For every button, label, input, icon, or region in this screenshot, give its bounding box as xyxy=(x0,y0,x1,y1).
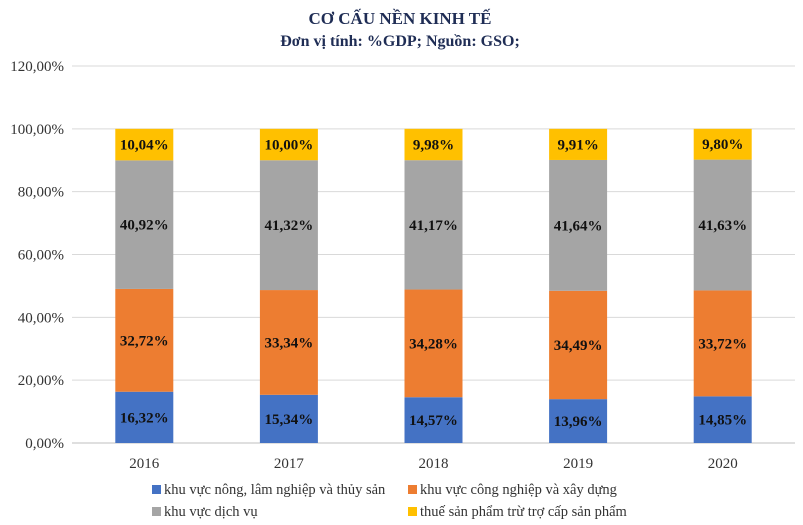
legend-label: thuế sản phẩm trừ trợ cấp sản phẩm xyxy=(420,504,628,520)
y-tick-label: 0,00% xyxy=(25,436,64,452)
data-label: 10,04% xyxy=(120,138,169,154)
data-label: 41,17% xyxy=(409,218,458,234)
legend-swatch xyxy=(152,507,161,516)
bar-segment xyxy=(404,128,463,161)
bar-segment xyxy=(549,159,608,291)
legend-label: khu vực công nghiệp và xây dựng xyxy=(420,482,617,498)
bar-segment xyxy=(549,290,608,400)
x-tick-label: 2018 xyxy=(419,456,449,472)
x-tick-label: 2020 xyxy=(708,456,738,472)
bar-segment xyxy=(259,160,318,291)
bar-segment xyxy=(404,160,463,290)
y-tick-label: 100,00% xyxy=(10,122,64,138)
legend-label: khu vực dịch vụ xyxy=(164,504,258,520)
bar-segment xyxy=(693,396,752,443)
x-tick-label: 2016 xyxy=(129,456,160,472)
bar-segment xyxy=(549,399,608,443)
data-label: 9,91% xyxy=(557,137,598,153)
y-tick-label: 80,00% xyxy=(18,185,64,201)
bar-segment xyxy=(259,128,318,161)
data-label: 41,64% xyxy=(554,218,603,234)
y-tick-label: 20,00% xyxy=(18,373,64,389)
legend-swatch xyxy=(408,485,417,494)
bar-segment xyxy=(549,128,608,160)
bar-segment xyxy=(115,288,174,392)
y-tick-label: 60,00% xyxy=(18,248,64,264)
legend-label: khu vực nông, lâm nghiệp và thủy sản xyxy=(164,482,386,498)
bar-segment xyxy=(404,289,463,398)
data-label: 16,32% xyxy=(120,410,169,426)
data-label: 34,49% xyxy=(554,338,603,354)
data-label: 10,00% xyxy=(265,138,314,154)
legend-swatch xyxy=(408,507,417,516)
chart-title: CƠ CẤU NỀN KINH TẾ xyxy=(309,9,492,28)
x-tick-label: 2017 xyxy=(274,456,305,472)
bar-segment xyxy=(259,394,318,443)
data-label: 9,80% xyxy=(702,137,743,153)
bar-segment xyxy=(693,290,752,397)
data-label: 32,72% xyxy=(120,333,169,349)
data-label: 14,57% xyxy=(409,413,458,429)
data-label: 33,72% xyxy=(698,336,747,352)
legend: khu vực nông, lâm nghiệp và thủy sản khu … xyxy=(152,482,628,520)
data-label: 41,63% xyxy=(698,218,747,234)
legend-swatch xyxy=(152,485,161,494)
bar-segment xyxy=(693,128,752,160)
x-axis-ticks: 2016 2017 2018 2019 2020 xyxy=(129,456,737,472)
data-label: 33,34% xyxy=(265,335,314,351)
data-label: 40,92% xyxy=(120,218,169,234)
data-label: 34,28% xyxy=(409,336,458,352)
x-tick-label: 2019 xyxy=(563,456,593,472)
y-tick-label: 40,00% xyxy=(18,310,64,326)
y-tick-label: 120,00% xyxy=(10,59,64,75)
bar-segment xyxy=(115,391,174,443)
y-axis-ticks: 0,00% 20,00% 40,00% 60,00% 80,00% 100,00% 120,… xyxy=(10,59,64,452)
bar-segment xyxy=(259,290,318,395)
data-labels: 16,32% 32,72% 40,92% 10,04% 15,34% 33,34% 41,3… xyxy=(120,137,747,430)
chart-subtitle: Đơn vị tính: %GDP; Nguồn: GSO; xyxy=(280,33,520,50)
bar-segment xyxy=(693,159,752,291)
data-label: 13,96% xyxy=(554,414,603,430)
data-label: 14,85% xyxy=(698,413,747,429)
data-label: 9,98% xyxy=(413,138,454,154)
bar-segment xyxy=(115,160,174,289)
bars xyxy=(115,128,752,443)
bar-segment xyxy=(404,397,463,443)
data-label: 15,34% xyxy=(265,412,314,428)
data-label: 41,32% xyxy=(265,218,314,234)
bar-segment xyxy=(115,128,174,161)
